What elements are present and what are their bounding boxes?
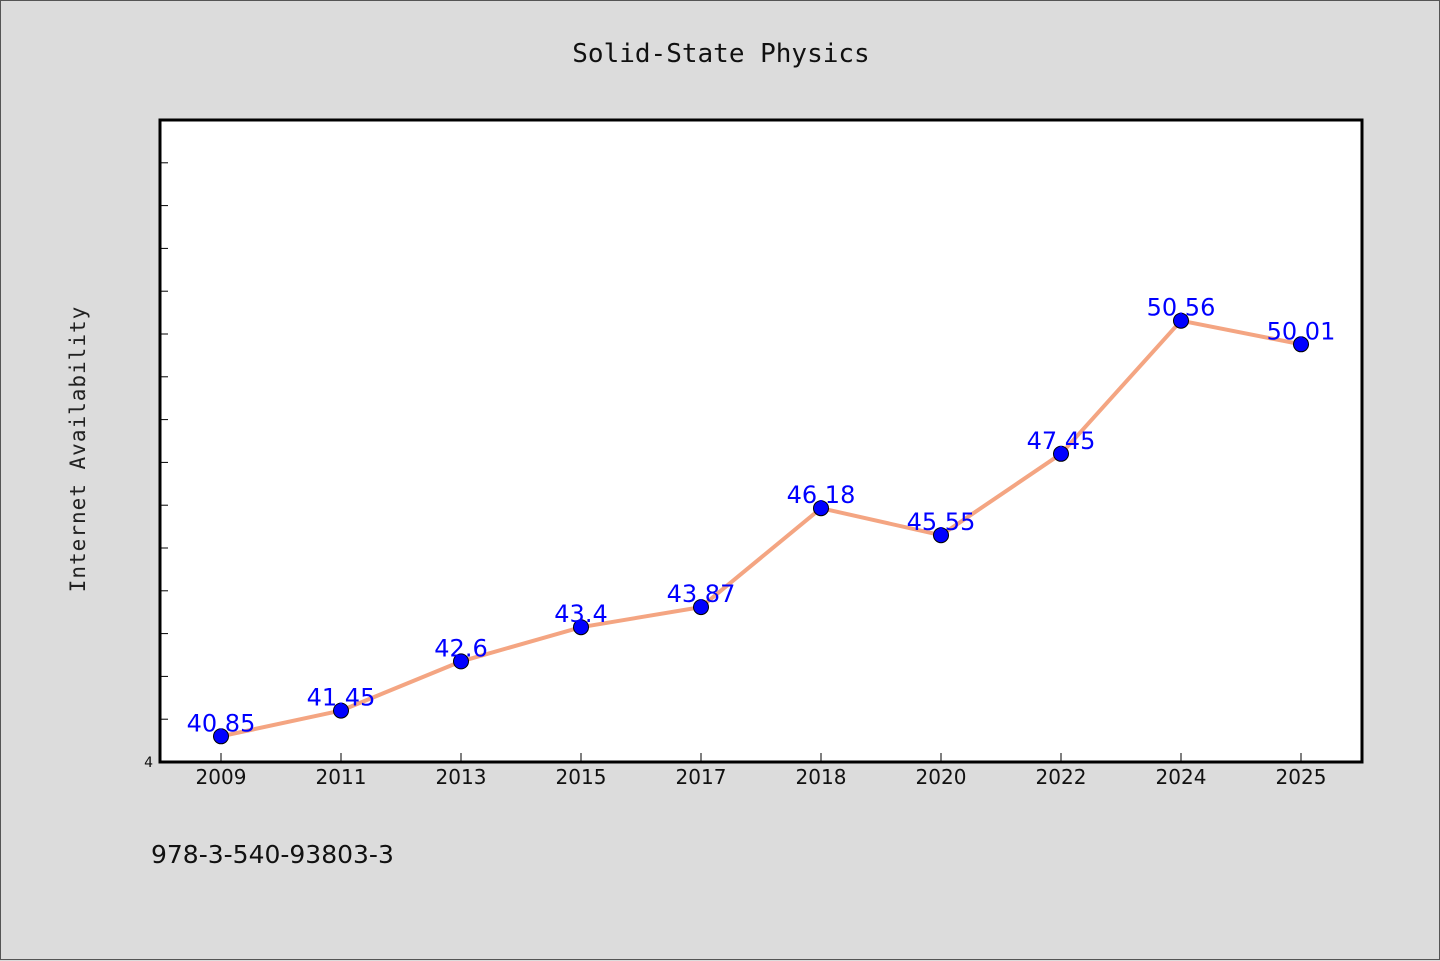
y-axis-label: Internet Availability [66,306,90,593]
data-point [693,599,709,616]
x-tick-label: 2024 [1156,765,1207,789]
data-label: 40.85 [187,709,256,737]
data-point [333,702,349,719]
chart-title: Solid-State Physics [572,39,869,69]
data-point [933,527,949,544]
data-label: 50.01 [1267,317,1336,345]
data-point [213,728,229,745]
data-label: 47.45 [1027,427,1096,455]
y-axis-ticks [160,162,168,720]
data-point [573,619,589,636]
plot-area [158,118,1364,764]
data-point [1293,336,1309,353]
series-layer: 40.85 41.45 42.6 43.4 43.87 46.18 45.55 47.45 50… [187,294,1336,745]
data-label: 42.6 [434,634,487,662]
x-tick-label: 2025 [1276,765,1327,789]
x-tick-label: 2011 [316,765,367,789]
x-tick-label: 2017 [676,765,727,789]
x-tick-label: 2022 [1036,765,1087,789]
x-tick-label: 2013 [436,765,487,789]
data-label: 46.18 [787,481,856,509]
data-point [453,653,469,670]
x-axis-ticks: 2009 2011 2013 2015 2017 2018 2020 2022 2024 2025 [196,753,1327,789]
x-tick-label: 2018 [796,765,847,789]
data-point [813,500,829,517]
data-label: 43.87 [667,580,736,608]
data-label: 50.56 [1147,294,1216,322]
x-tick-label: 2020 [916,765,967,789]
x-tick-label: 2009 [196,765,247,789]
series-line [219,318,1303,739]
data-label: 41.45 [307,684,376,712]
footer-isbn-note: 978-3-540-93803-3 [151,840,394,869]
data-point [1053,445,1069,462]
y-tick-label: 4 [144,755,153,771]
x-tick-label: 2015 [556,765,607,789]
data-label: 43.4 [554,600,607,628]
data-point [1173,312,1189,329]
data-label: 45.55 [907,508,976,536]
